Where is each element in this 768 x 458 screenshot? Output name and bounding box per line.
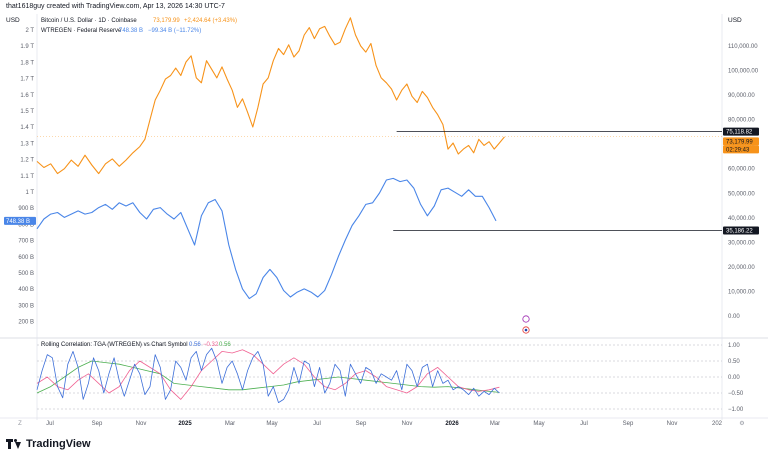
walcl-last-value-tag: 748.38 B: [6, 219, 30, 225]
time-axis-label: Sep: [92, 421, 103, 427]
right-axis-tick-label: 0.00: [728, 314, 740, 320]
left-axis-tick-label: 900 B: [18, 206, 34, 212]
time-axis-label: Jul: [46, 421, 54, 427]
btc-price-line: [36, 17, 505, 175]
btc-last-price-tag-bg: [723, 137, 759, 146]
legend-indicator-v1: 0.56: [189, 342, 201, 348]
indicator-axis-label: 1.00: [728, 343, 740, 349]
indicator-axis-label: 0.50: [728, 359, 740, 365]
walcl-hline-price-tag-bg: [723, 226, 759, 235]
right-axis-tick-label: 60,000.00: [728, 167, 755, 173]
time-axis-label: Sep: [356, 421, 367, 427]
right-currency-label: USD: [728, 17, 742, 24]
time-axis-label: Jul: [580, 421, 588, 427]
time-axis-label: Mar: [225, 421, 235, 427]
time-axis-label: Mar: [490, 421, 500, 427]
zoom-icon[interactable]: Z: [18, 421, 22, 427]
left-axis-tick-label: 1.2 T: [20, 158, 34, 164]
walcl-last-value-tag-bg: [4, 216, 36, 225]
left-axis-tick-label: 1.7 T: [20, 77, 34, 83]
left-axis-tick-label: 1.8 T: [20, 60, 34, 66]
left-axis-tick-label: 600 B: [18, 255, 34, 261]
right-axis-tick-label: 80,000.00: [728, 118, 755, 124]
correlation-green-line: [36, 360, 500, 394]
legend-btc-change: +2,424.64 (+3.43%): [184, 18, 237, 24]
left-axis-tick-label: 400 B: [18, 287, 34, 293]
time-axis-label: 2025: [178, 421, 192, 427]
left-axis-tick-label: 1.1 T: [20, 174, 34, 180]
correlation-blue-line: [36, 347, 500, 404]
btc-last-price-tag: 73,179.99: [726, 139, 753, 145]
btc-hline-price-tag-bg: [723, 127, 759, 136]
right-axis-tick-label: 90,000.00: [728, 93, 755, 99]
left-axis-tick-label: 1 T: [25, 190, 34, 196]
left-axis-tick-label: 300 B: [18, 303, 34, 309]
legend-indicator-v2: −0.32: [203, 342, 219, 348]
right-axis-tick-label: 10,000.00: [728, 289, 755, 295]
right-axis-tick-label: 30,000.00: [728, 240, 755, 246]
legend-indicator-title: Rolling Correlation: TGA (WTREGEN) vs Ch…: [41, 342, 188, 348]
walcl-hline-price-tag: 35,186.22: [726, 229, 753, 235]
legend-walcl-change: −99.34 B (−11.72%): [148, 28, 201, 34]
correlation-red-line: [36, 349, 500, 400]
left-axis-tick-label: 1.3 T: [20, 141, 34, 147]
time-axis-label: 202: [712, 421, 723, 427]
time-axis-label: Nov: [402, 421, 413, 427]
left-axis-tick-label: 200 B: [18, 320, 34, 326]
time-axis-label: 2026: [445, 421, 459, 427]
legend-btc-price: 73,179.99: [153, 18, 180, 24]
left-currency-label: USD: [6, 17, 20, 24]
left-axis-tick-label: 1.4 T: [20, 125, 34, 131]
right-axis-tick-label: 110,000.00: [728, 44, 758, 50]
legend-indicator-v3: 0.56: [219, 342, 231, 348]
wtregen-line: [36, 177, 497, 300]
tradingview-logo-icon: [6, 439, 22, 449]
time-axis-label: Jul: [313, 421, 321, 427]
left-axis-tick-label: 1.5 T: [20, 109, 34, 115]
right-axis-tick-label: 50,000.00: [728, 191, 755, 197]
legend-walcl-value: 748.38 B: [119, 28, 143, 34]
left-axis-tick-label: 1.9 T: [20, 44, 34, 50]
legend-btc-label: Bitcoin / U.S. Dollar · 1D · Coinbase: [41, 18, 137, 24]
right-axis-tick-label: 40,000.00: [728, 216, 755, 222]
economic-event-flag-dot: [524, 328, 528, 332]
left-axis-tick-label: 800 B: [18, 222, 34, 228]
indicator-axis-label: −0.50: [728, 391, 744, 397]
right-axis-tick-label: 100,000.00: [728, 69, 759, 75]
brand-name: TradingView: [26, 438, 91, 450]
btc-hline-price-tag: 75,118.82: [726, 130, 753, 136]
chart-credit: that1618guy created with TradingView.com…: [6, 3, 225, 10]
left-axis-tick-label: 700 B: [18, 239, 34, 245]
settings-gear-icon[interactable]: ⚙: [739, 420, 744, 427]
indicator-axis-label: 0.00: [728, 375, 740, 381]
left-axis-tick-label: 500 B: [18, 271, 34, 277]
right-axis-tick-label: 20,000.00: [728, 265, 755, 271]
time-axis-label: Nov: [136, 421, 147, 427]
bar-countdown-tag: 02:29:43: [726, 147, 750, 153]
time-axis-label: Sep: [623, 421, 634, 427]
legend-walcl-label: WTREGEN · Federal Reserve: [41, 28, 122, 34]
time-axis-label: May: [266, 421, 277, 427]
left-axis-tick-label: 2 T: [25, 28, 34, 34]
bar-countdown-tag-bg: [723, 145, 759, 154]
time-axis-label: May: [533, 421, 544, 427]
tradingview-brand[interactable]: TradingView: [6, 438, 91, 450]
event-marker-icon[interactable]: [522, 315, 530, 323]
time-axis-label: Nov: [667, 421, 678, 427]
left-axis-tick-label: 1.6 T: [20, 93, 34, 99]
indicator-axis-label: −1.00: [728, 407, 744, 413]
